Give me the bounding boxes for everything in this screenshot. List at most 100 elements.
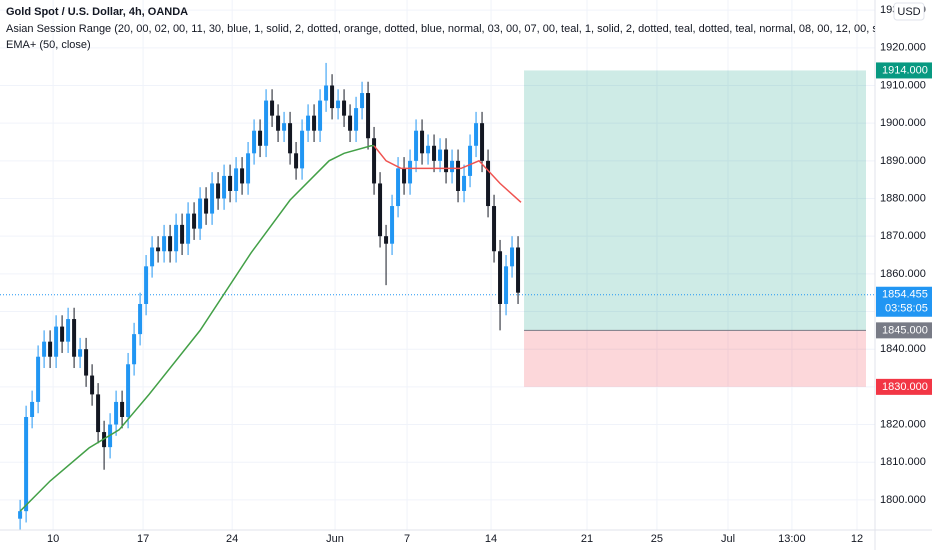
target-zone <box>524 70 867 331</box>
currency-label[interactable]: USD <box>897 6 920 18</box>
candle-body <box>24 416 29 512</box>
candle-body <box>96 394 101 433</box>
candle-body <box>378 183 383 237</box>
x-tick-label: 10 <box>47 533 59 545</box>
candle-body <box>312 115 317 131</box>
candle-body <box>84 349 89 376</box>
candle-body <box>48 341 53 357</box>
candle-body <box>414 130 419 161</box>
candle-body <box>240 168 245 184</box>
x-tick-label: 14 <box>485 533 497 545</box>
legend: Gold Spot / U.S. Dollar, 4h, OANDA Asian… <box>6 6 875 51</box>
candle-body <box>510 247 515 267</box>
candle-body <box>66 319 71 342</box>
candle-body <box>126 364 131 417</box>
candle-body <box>384 236 389 244</box>
y-tick-label: 1820.000 <box>880 418 926 430</box>
last-price-label: 1854.455 <box>882 289 928 301</box>
candle-body <box>54 326 59 357</box>
candle-body <box>330 85 335 109</box>
y-tick-label: 1910.000 <box>880 79 926 91</box>
candle-body <box>186 213 191 244</box>
candle-body <box>288 123 293 154</box>
candle-body <box>396 168 401 207</box>
candle-body <box>198 198 203 229</box>
candle-body <box>228 175 233 191</box>
candle-body <box>420 130 425 154</box>
candle-body <box>252 130 257 154</box>
x-tick-label: 12 <box>851 533 863 545</box>
candle-body <box>192 213 197 229</box>
x-tick-label: 21 <box>581 533 593 545</box>
y-tick-label: 1840.000 <box>880 343 926 355</box>
candle-body <box>474 123 479 146</box>
candle-body <box>480 123 485 161</box>
candle-body <box>72 319 77 357</box>
candle-body <box>174 224 179 252</box>
x-tick-label: Jun <box>326 533 344 545</box>
candle-body <box>18 511 23 519</box>
candle-body <box>426 145 431 154</box>
candle-body <box>360 93 365 109</box>
candle-body <box>216 183 221 199</box>
candle-body <box>486 160 491 207</box>
candle-body <box>114 401 119 425</box>
ema-line <box>19 145 375 512</box>
y-tick-label: 1880.000 <box>880 192 926 204</box>
candle-body <box>492 206 497 252</box>
candle-body <box>354 108 359 131</box>
candle-body <box>234 168 239 191</box>
candle-body <box>258 130 263 146</box>
x-tick-label: 25 <box>651 533 663 545</box>
candle-body <box>36 356 41 402</box>
stop-label: 1830.000 <box>882 381 928 393</box>
candle-body <box>78 349 83 357</box>
candle-body <box>432 145 437 161</box>
candle-body <box>342 100 347 116</box>
grid <box>0 0 875 530</box>
chart-title: Gold Spot / U.S. Dollar, 4h, OANDA <box>6 6 188 18</box>
countdown-label: 03:58:05 <box>885 303 928 315</box>
stop-tag <box>876 378 932 395</box>
entry-tag <box>876 322 932 339</box>
ema-line <box>373 145 522 203</box>
candle-body <box>210 183 215 214</box>
candle-body <box>468 145 473 176</box>
entry-label: 1845.000 <box>882 324 928 336</box>
candle-body <box>90 375 95 395</box>
candle-body <box>366 93 371 139</box>
candle-body <box>390 206 395 244</box>
candle-body <box>348 115 353 131</box>
candle-body <box>120 401 125 417</box>
candle-body <box>318 100 323 131</box>
x-tick-label: 7 <box>404 533 410 545</box>
candle-body <box>168 236 173 252</box>
candle-body <box>282 123 287 131</box>
y-tick-label: 1810.000 <box>880 456 926 468</box>
x-tick-label: 13:00 <box>778 533 806 545</box>
candle-body <box>402 168 407 184</box>
candle-body <box>372 138 377 184</box>
x-tick-label: 24 <box>226 533 238 545</box>
x-tick-label: Jul <box>721 533 735 545</box>
candle-body <box>156 247 161 252</box>
currency-badge[interactable] <box>893 2 925 21</box>
candle-body <box>324 85 329 101</box>
candle-body <box>444 149 449 173</box>
target-label: 1914.000 <box>882 64 928 76</box>
candle-body <box>456 160 461 191</box>
y-tick-label: 1920.000 <box>880 42 926 54</box>
candle-body <box>204 198 209 214</box>
candle-body <box>276 115 281 131</box>
stop-zone <box>524 330 867 387</box>
candle-body <box>498 251 503 304</box>
y-tick-label: 1860.000 <box>880 268 926 280</box>
candle-body <box>450 160 455 173</box>
y-tick-label: 1800.000 <box>880 494 926 506</box>
candle-body <box>246 153 251 184</box>
candle-body <box>150 247 155 267</box>
candle-body <box>30 401 35 417</box>
candle-body <box>132 334 137 365</box>
candle-body <box>222 175 227 199</box>
